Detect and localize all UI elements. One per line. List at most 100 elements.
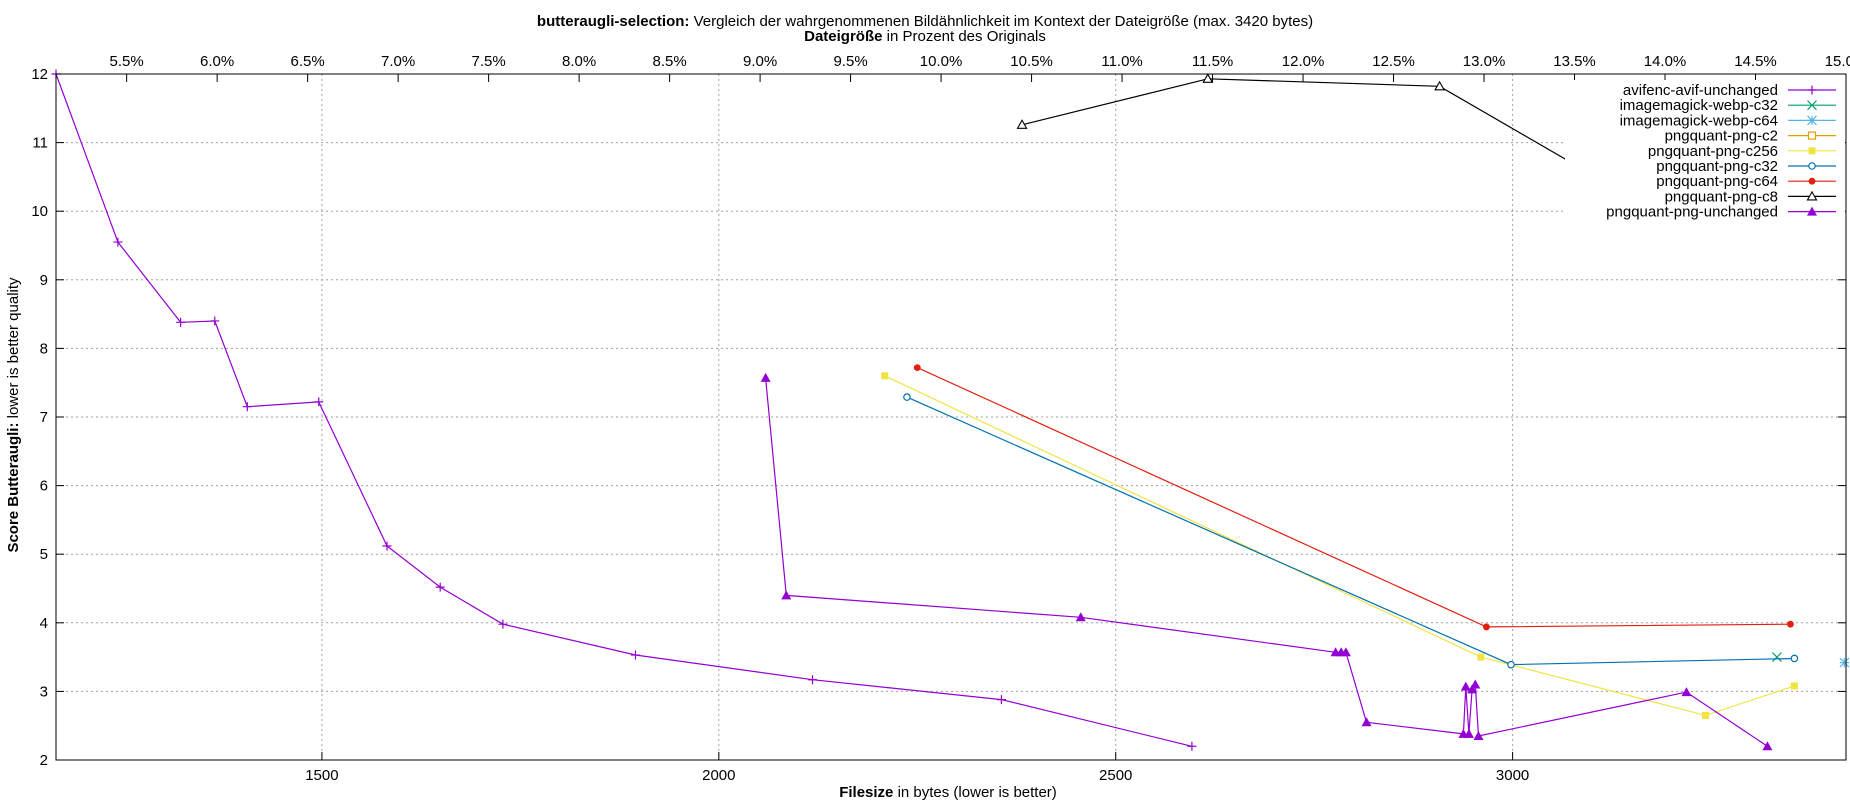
data-point: [1463, 728, 1474, 738]
x2-tick-label: 14.0%: [1644, 53, 1687, 70]
y-tick-label: 11: [32, 135, 48, 152]
data-point: [1772, 652, 1782, 663]
data-point: [1434, 80, 1446, 91]
data-point: [1460, 681, 1471, 691]
x-tick-label: 3000: [1496, 767, 1529, 784]
y-axis-label-bold: Score Butteraugli:: [5, 423, 22, 553]
data-point: [781, 590, 792, 600]
legend-marker: [1807, 131, 1817, 140]
series-pngquant-png-c8: [1016, 73, 1600, 180]
data-point: [913, 364, 921, 372]
x2-tick-label: 12.5%: [1372, 53, 1415, 70]
series-line: [1021, 78, 1594, 177]
y-tick-label: 4: [40, 615, 48, 632]
y-axis-label-rest: lower is better quality: [5, 277, 22, 423]
legend-entry: imagemagick-webp-c64: [1620, 112, 1836, 129]
grid-layer: [56, 74, 1846, 760]
data-point: [314, 397, 324, 407]
data-point: [1762, 741, 1773, 751]
series-line: [884, 375, 1795, 717]
x2-tick-label: 15.0%: [1825, 53, 1850, 70]
series-imagemagick-webp-c64: [1839, 657, 1850, 668]
y-tick-label: 12: [31, 66, 48, 83]
x2-axis-label: Dateigröße in Prozent des Originals: [804, 28, 1046, 45]
series-pngquant-png-c64: [913, 364, 1794, 631]
series-layer: [51, 69, 1850, 751]
data-point: [807, 675, 817, 685]
data-point: [903, 393, 911, 401]
data-point: [1477, 653, 1485, 661]
legend-entry: pngquant-png-c32: [1656, 158, 1836, 175]
data-point: [382, 541, 392, 551]
series-pngquant-png-c32: [903, 393, 1799, 669]
legend-entry: pngquant-png-c64: [1656, 173, 1836, 190]
legend-marker: [1807, 100, 1817, 111]
y-tick-label: 10: [31, 203, 48, 220]
y-tick-label: 9: [40, 272, 48, 289]
data-point: [1701, 711, 1709, 719]
legend-entry: pngquant-png-unchanged: [1606, 204, 1836, 221]
chart-title-rest: Vergleich der wahrgenommenen Bildähnlich…: [689, 13, 1313, 30]
series-imagemagick-webp-c32: [1772, 652, 1782, 663]
x2-tick-label: 8.5%: [652, 53, 686, 70]
series-line: [906, 396, 1795, 666]
data-point: [210, 316, 220, 326]
x-tick-label: 2500: [1099, 767, 1132, 784]
legend-entry: imagemagick-webp-c32: [1620, 97, 1836, 114]
x2-tick-label: 14.5%: [1734, 53, 1777, 70]
data-point: [1839, 657, 1850, 668]
series-pngquant-png-c256: [881, 372, 1798, 719]
data-point: [498, 619, 508, 629]
plot-border: [55, 73, 1847, 761]
x2-tick-label: 11.0%: [1101, 53, 1142, 70]
x2-tick-label: 7.5%: [472, 53, 506, 70]
x2-tick-label: 12.0%: [1282, 53, 1325, 70]
series-line: [917, 367, 1791, 628]
x2-tick-label: 10.0%: [920, 53, 963, 70]
x2-tick-label: 13.5%: [1553, 53, 1596, 70]
y-axis-label: Score Butteraugli: lower is better quali…: [5, 277, 22, 553]
data-point: [242, 402, 252, 412]
data-point: [996, 695, 1006, 705]
series-line: [55, 73, 1193, 747]
legend-marker: [1808, 147, 1816, 155]
legend-entry: avifenc-avif-unchanged: [1623, 82, 1836, 99]
data-point: [1340, 647, 1351, 657]
x-axis-label-bold: Filesize: [839, 784, 893, 800]
data-point: [1187, 741, 1197, 751]
y-tick-label: 7: [40, 409, 48, 426]
legend-label: pngquant-png-c2: [1665, 128, 1778, 145]
legend-label: imagemagick-webp-c32: [1620, 97, 1778, 114]
legend-label: imagemagick-webp-c64: [1620, 112, 1778, 129]
legend-label: pngquant-png-c64: [1656, 173, 1778, 190]
data-point: [1016, 119, 1028, 129]
legend-marker: [1807, 206, 1817, 216]
data-point: [1473, 730, 1484, 740]
data-point: [1075, 612, 1086, 622]
legend-label: pngquant-png-unchanged: [1606, 204, 1778, 221]
x2-tick-label: 5.5%: [110, 53, 144, 70]
y-tick-label: 2: [40, 752, 48, 769]
x2-tick-label: 9.5%: [833, 53, 867, 70]
x2-tick-label: 6.0%: [200, 53, 234, 70]
y-tick-label: 3: [40, 683, 48, 700]
data-point: [1790, 682, 1798, 690]
data-point: [1202, 73, 1214, 83]
data-point: [1681, 687, 1692, 697]
chart-title-bold: butteraugli-selection:: [537, 13, 690, 30]
y-tick-label: 8: [40, 340, 48, 357]
data-point: [435, 582, 445, 592]
legend-entry: pngquant-png-c8: [1665, 188, 1836, 205]
legend-marker: [1807, 85, 1817, 95]
data-point: [760, 372, 771, 382]
x2-tick-label: 9.0%: [743, 53, 777, 70]
legend-label: pngquant-png-c32: [1656, 158, 1778, 175]
data-point: [1470, 679, 1481, 689]
legend-marker: [1808, 177, 1816, 185]
data-point: [1467, 684, 1478, 694]
legend-marker: [1806, 190, 1818, 201]
legend-label: avifenc-avif-unchanged: [1623, 82, 1778, 99]
x2-axis-label-bold: Dateigröße: [804, 28, 882, 45]
legend-label: pngquant-png-c256: [1648, 143, 1778, 160]
x2-tick-label: 8.0%: [562, 53, 596, 70]
